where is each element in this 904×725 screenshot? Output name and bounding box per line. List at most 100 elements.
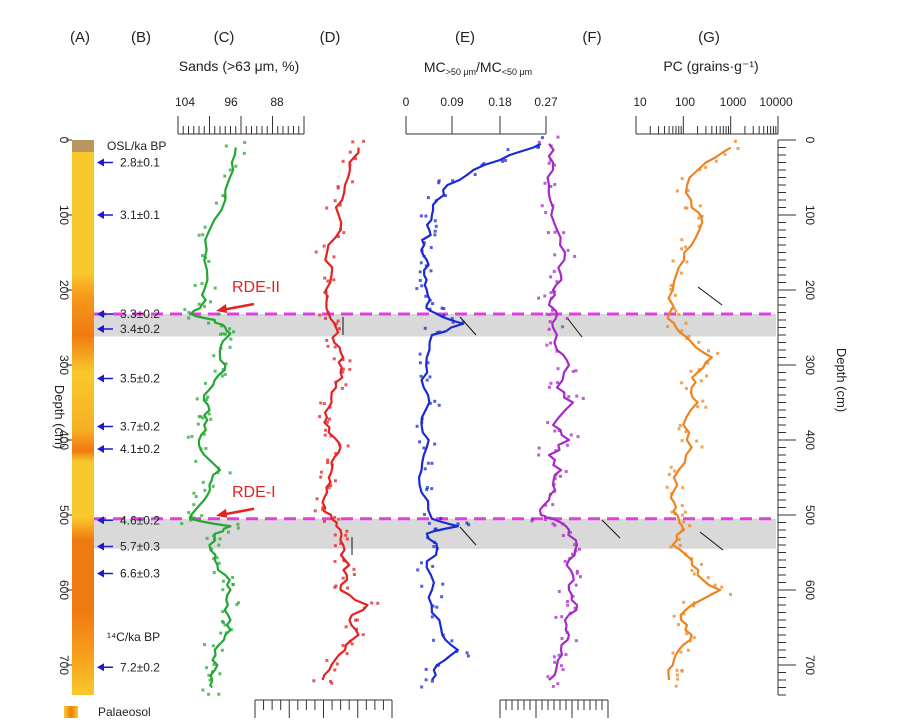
series-D-point xyxy=(333,668,337,672)
series-G-point xyxy=(680,329,684,333)
series-F-point xyxy=(558,474,562,478)
dating-ages: OSL/ka BP ¹⁴C/ka BP 2.8±0.1 3.1±0.1 3.3±0.… xyxy=(97,139,166,674)
series-G-point xyxy=(679,271,683,275)
sands-tick-label: 96 xyxy=(224,95,238,109)
series-E-point xyxy=(423,467,427,471)
series-C-point xyxy=(219,631,223,635)
series-G-point xyxy=(666,325,670,329)
series-D-point xyxy=(334,322,338,326)
depth-tick-label-left: 0 xyxy=(57,137,71,144)
series-F-point xyxy=(573,606,577,610)
series-F-point xyxy=(573,254,577,258)
series-D-point xyxy=(318,313,322,317)
panel-label-b: (B) xyxy=(131,29,151,46)
series-G-point xyxy=(704,405,708,409)
series-C-point xyxy=(209,300,213,304)
series-C-point xyxy=(190,434,194,438)
series-D-point xyxy=(333,585,337,589)
series-C-point xyxy=(203,304,207,308)
series-E-point xyxy=(415,424,419,428)
series-C-point xyxy=(221,194,225,198)
series-F-point xyxy=(553,230,557,234)
age-arrowhead xyxy=(97,422,104,431)
mc-tick-label: 0.09 xyxy=(440,95,464,109)
series-D-point xyxy=(318,415,322,419)
series-C-line xyxy=(188,147,237,689)
series-F-point xyxy=(559,664,563,668)
series-G-point xyxy=(674,309,678,313)
series-G-point xyxy=(680,238,684,242)
series-G-point xyxy=(720,585,724,589)
depth-tick-label-right: 200 xyxy=(803,280,817,300)
series-F-point xyxy=(548,320,552,324)
series-G-point xyxy=(671,259,675,263)
series-E-point xyxy=(418,352,422,356)
series-G-point xyxy=(677,312,681,316)
series-F-point xyxy=(553,253,557,257)
series-E-point xyxy=(418,270,422,274)
palaeosol-column xyxy=(72,140,94,695)
series-G-line xyxy=(666,146,732,681)
series-D-point xyxy=(327,486,331,490)
series-G-point xyxy=(672,614,676,618)
series-G-point xyxy=(674,293,678,297)
age-arrowhead xyxy=(97,445,104,453)
series-D-point xyxy=(313,509,317,513)
series-E-point xyxy=(434,224,438,228)
age-label: 7.2±0.2 xyxy=(120,660,160,674)
depth-tick-label-right: 500 xyxy=(803,505,817,525)
palaeosol-swatch xyxy=(64,706,78,718)
series-F-point xyxy=(551,522,555,526)
series-D-point xyxy=(326,344,330,348)
series-G-point xyxy=(680,439,684,443)
series-G-point xyxy=(665,485,669,489)
age-arrowhead xyxy=(97,158,104,167)
series-E-point xyxy=(426,461,430,465)
series-F-point xyxy=(564,652,568,656)
series-F-point xyxy=(551,308,555,312)
series-G-point xyxy=(687,334,691,338)
series-F-point xyxy=(540,204,544,208)
series-G-point xyxy=(728,592,732,596)
series-E-point xyxy=(430,615,434,619)
series-G-point xyxy=(669,545,673,549)
series-E-point xyxy=(482,162,486,166)
series-E-point xyxy=(465,521,469,525)
age-label: 6.6±0.3 xyxy=(120,567,160,581)
series-G-point xyxy=(692,604,696,608)
highlight-band xyxy=(94,314,776,337)
series-G-point xyxy=(706,361,710,365)
age-label: 3.4±0.2 xyxy=(120,322,160,336)
series-F-point xyxy=(578,575,582,579)
series-F-point xyxy=(545,343,549,347)
series-C-point xyxy=(201,416,205,420)
rde-label: RDE-II xyxy=(232,279,280,296)
series-D-point xyxy=(324,316,328,320)
series-D-point xyxy=(325,658,329,662)
mc-ratio-axis: 0 0.09 0.18 0.27 xyxy=(403,95,558,135)
series-E-point xyxy=(431,564,435,568)
series-F-point xyxy=(552,269,556,273)
series-C-point xyxy=(228,471,232,475)
series-C-point xyxy=(228,168,232,172)
series-G-point xyxy=(669,287,673,291)
depth-tick-label-right: 400 xyxy=(803,430,817,450)
pc-tick-label: 10 xyxy=(633,95,647,109)
series-G-point xyxy=(714,159,718,163)
series-C-point xyxy=(231,583,235,587)
series-E-point xyxy=(428,401,432,405)
series-D-point xyxy=(319,475,323,479)
series-G-point xyxy=(680,513,684,517)
age-arrowhead xyxy=(97,569,104,578)
series-C-point xyxy=(221,332,225,336)
series-D-point xyxy=(333,345,337,349)
series-G-point xyxy=(701,399,705,403)
series-D-point xyxy=(341,644,345,648)
series-C-point xyxy=(220,324,224,328)
series-C-point xyxy=(186,435,190,439)
series-D-point xyxy=(354,618,358,622)
series-G-point xyxy=(677,427,681,431)
series-D-point xyxy=(322,244,326,248)
series-G-point xyxy=(686,648,690,652)
mc-tick-label: 0.18 xyxy=(488,95,512,109)
